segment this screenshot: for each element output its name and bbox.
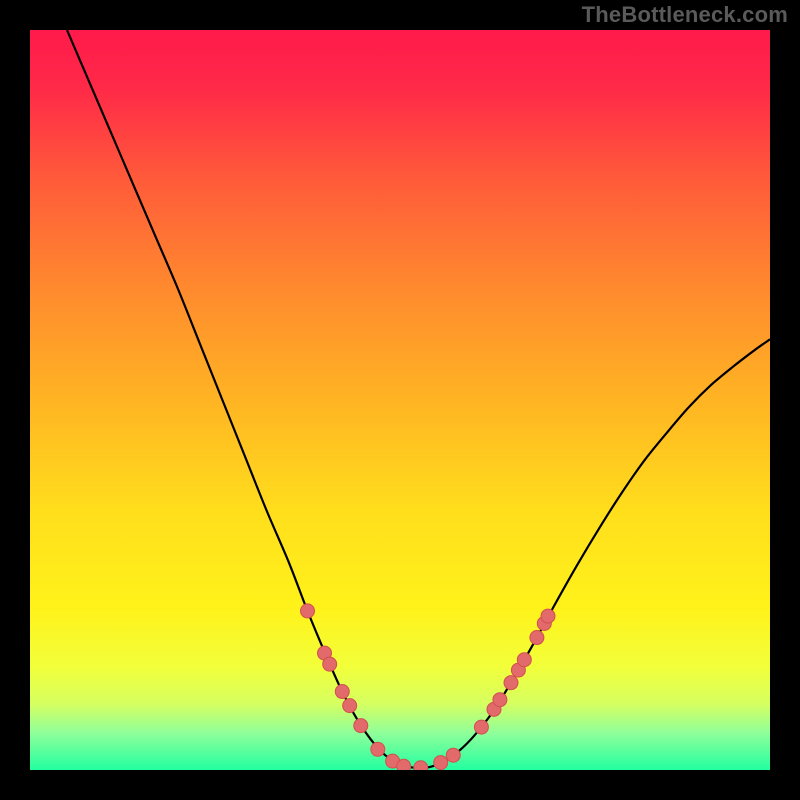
curve-marker [541,609,555,623]
bottleneck-curve [67,30,770,768]
curve-marker [301,604,315,618]
curve-marker [446,748,460,762]
curve-marker [474,720,488,734]
plot-area [30,30,770,770]
curve-marker [493,693,507,707]
curve-marker [343,699,357,713]
curve-marker [504,676,518,690]
curve-marker [323,657,337,671]
curve-marker [335,685,349,699]
curve-layer [30,30,770,770]
curve-marker [397,759,411,770]
chart-container: TheBottleneck.com [0,0,800,800]
curve-marker [414,761,428,770]
curve-marker [517,653,531,667]
watermark-text: TheBottleneck.com [582,2,788,28]
curve-marker [530,631,544,645]
curve-marker [434,756,448,770]
curve-marker [354,719,368,733]
curve-markers [301,604,556,770]
curve-marker [371,742,385,756]
